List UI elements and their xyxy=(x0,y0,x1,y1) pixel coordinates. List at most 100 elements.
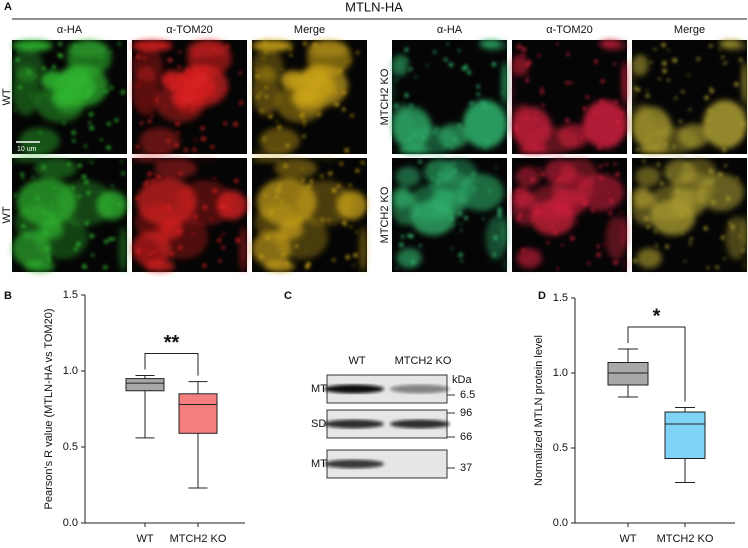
cell xyxy=(632,103,653,146)
column-header: Merge xyxy=(674,24,705,36)
cell xyxy=(511,58,515,100)
punctum xyxy=(117,202,121,207)
punctum xyxy=(355,168,360,173)
punctum xyxy=(67,162,71,167)
punctum xyxy=(255,74,260,79)
cell xyxy=(264,260,295,272)
cell xyxy=(12,40,53,52)
cell xyxy=(605,216,627,260)
micrographs: α-HA α-TOM20 Merge α-HA α-TOM20 Merge WT WT MTCH… xyxy=(1,24,748,273)
cell xyxy=(396,248,422,269)
puncta xyxy=(259,160,365,270)
punctum xyxy=(684,163,688,167)
cell xyxy=(196,158,218,160)
punctum xyxy=(336,184,341,188)
punctum xyxy=(299,218,302,221)
puncta xyxy=(633,42,746,152)
punctum xyxy=(662,141,668,147)
punctum xyxy=(190,107,195,111)
punctum xyxy=(62,121,66,125)
punctum xyxy=(516,131,519,135)
punctum xyxy=(614,120,620,125)
punctum xyxy=(29,95,32,98)
punctum xyxy=(320,218,325,222)
punctum xyxy=(172,191,175,194)
punctum xyxy=(20,172,25,177)
punctum xyxy=(137,83,141,87)
cell xyxy=(703,100,747,149)
cell xyxy=(252,267,253,272)
cell xyxy=(502,215,507,248)
punctum xyxy=(306,74,309,78)
cell xyxy=(742,215,747,248)
punctum xyxy=(482,217,485,220)
punctum xyxy=(546,241,550,245)
punctum xyxy=(338,68,343,73)
punctum xyxy=(721,55,725,59)
marker-label: 37 xyxy=(460,462,472,474)
punctum xyxy=(676,197,680,201)
punctum xyxy=(334,91,338,95)
punctum xyxy=(667,49,670,52)
punctum xyxy=(355,231,358,234)
punctum xyxy=(516,188,520,193)
punctum xyxy=(717,113,720,116)
cell xyxy=(392,191,419,226)
cell-signal xyxy=(12,158,127,273)
punctum xyxy=(620,111,625,116)
punctum xyxy=(91,253,95,257)
punctum xyxy=(151,179,156,183)
punctum xyxy=(527,60,532,65)
column-header: α-TOM20 xyxy=(166,24,213,36)
punctum xyxy=(395,78,399,81)
cell xyxy=(132,40,173,52)
punctum xyxy=(262,137,266,141)
punctum xyxy=(741,248,745,253)
punctum xyxy=(556,42,559,46)
punctum xyxy=(409,103,413,108)
punctum xyxy=(426,64,429,67)
punctum xyxy=(147,171,152,177)
punctum xyxy=(458,252,463,258)
punctum xyxy=(220,234,223,237)
cell xyxy=(463,100,508,149)
punctum xyxy=(436,180,440,184)
punctum xyxy=(665,244,670,249)
punctum xyxy=(541,208,545,212)
punctum xyxy=(43,230,48,236)
cell xyxy=(636,248,662,269)
punctum xyxy=(300,167,304,170)
punctum xyxy=(193,214,198,219)
punctum xyxy=(18,50,21,53)
punctum xyxy=(534,111,538,115)
punctum xyxy=(433,50,437,54)
punctum xyxy=(635,147,639,151)
punctum xyxy=(514,126,519,132)
punctum xyxy=(90,161,93,164)
punctum xyxy=(58,41,63,47)
punctum xyxy=(658,140,661,143)
band xyxy=(324,384,384,394)
punctum xyxy=(202,263,207,268)
punctum xyxy=(52,66,56,70)
row-label: MTCH2 KO xyxy=(379,68,391,125)
punctum xyxy=(84,179,89,185)
y-tick-label: 0.5 xyxy=(553,442,568,454)
punctum xyxy=(600,79,605,84)
punctum xyxy=(77,92,81,95)
punctum xyxy=(598,188,601,191)
punctum xyxy=(540,171,545,177)
punctum xyxy=(614,99,618,104)
punctum xyxy=(724,61,728,64)
punctum xyxy=(656,162,661,167)
cell-signal xyxy=(132,158,247,273)
punctum xyxy=(74,247,78,251)
punctum xyxy=(169,77,174,82)
punctum xyxy=(278,183,282,188)
punctum xyxy=(463,64,469,70)
punctum xyxy=(613,260,619,265)
box xyxy=(607,362,649,386)
punctum xyxy=(739,134,742,137)
punctum xyxy=(670,193,673,197)
